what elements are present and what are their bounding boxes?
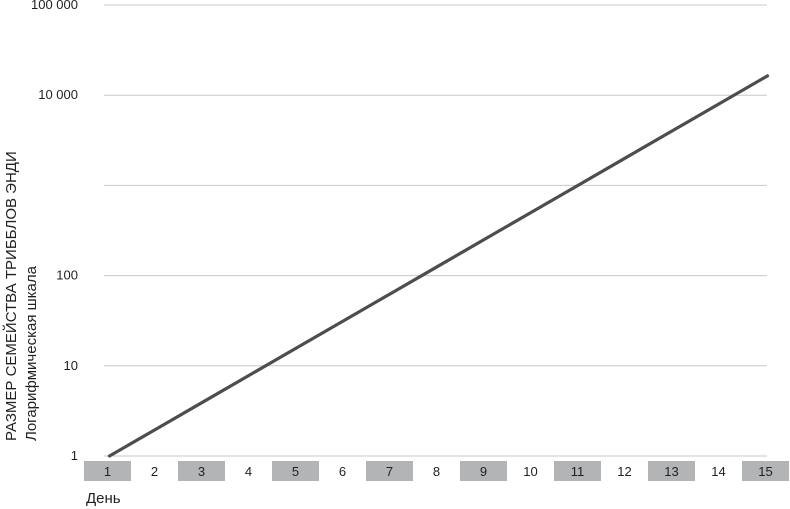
x-tick-label: 4 [245,464,252,479]
x-tick-label: 11 [571,464,585,479]
y-tick-label: 10 [64,358,78,373]
category-cell [648,461,695,481]
x-tick-label: 9 [480,464,487,479]
x-tick-label: 6 [339,464,346,479]
x-tick-label: 15 [758,464,772,479]
y-axis-label: РАЗМЕР СЕМЕЙСТВА ТРИББЛОВ ЭНДИ [2,151,20,441]
y-tick-label: 100 [56,268,78,283]
category-cell [178,461,225,481]
x-tick-label: 3 [198,464,205,479]
x-tick-label: 14 [711,464,725,479]
x-tick-label: 7 [386,464,393,479]
category-cell [460,461,507,481]
gridlines [104,4,767,457]
x-tick-label: 2 [151,464,158,479]
category-cell [554,461,601,481]
y-tick-label: 100 000 [31,0,78,12]
y-tick-label: 10 000 [38,87,78,102]
x-category-band: 1 2 3 4 5 6 7 8 9 10 11 12 13 14 15 [84,461,789,481]
category-cell [742,461,789,481]
x-tick-label: 12 [617,464,631,479]
y-axis-sublabel: Логарифмическая шкала [23,265,40,441]
category-cell [366,461,413,481]
x-tick-label: 10 [523,464,537,479]
category-cell [84,461,131,481]
category-cell [272,461,319,481]
x-tick-label: 1 [104,464,111,479]
y-tick-label: 1 [71,448,78,463]
x-tick-label: 5 [292,464,299,479]
x-axis-label: День [86,490,121,507]
series [107,74,770,458]
x-tick-label: 8 [433,464,440,479]
y-tick-labels: 1 10 100 10 000 100 000 [31,0,78,463]
x-tick-label: 13 [664,464,678,479]
